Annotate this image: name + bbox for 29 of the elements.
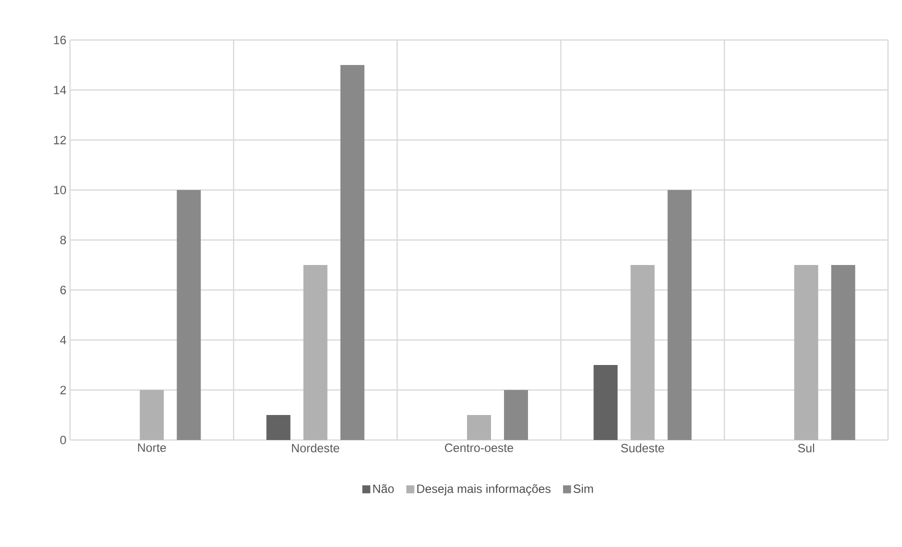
x-tick-label: Nordeste <box>292 444 340 452</box>
x-tick-label: Sul <box>798 444 814 452</box>
y-tick-label: 2 <box>60 386 66 394</box>
bar <box>140 390 164 440</box>
bar <box>668 190 692 440</box>
bar <box>266 415 290 440</box>
legend-label: Sim <box>574 484 593 494</box>
bar <box>594 365 618 440</box>
x-tick-label: Norte <box>138 444 166 452</box>
bar <box>176 190 201 440</box>
y-tick-label: 8 <box>60 236 66 244</box>
bar <box>794 265 818 440</box>
bar <box>340 65 364 440</box>
x-tick-label: Sudeste <box>621 444 664 452</box>
y-tick-label: 0 <box>60 436 66 444</box>
bar <box>630 265 655 440</box>
y-tick-label: 14 <box>54 86 66 94</box>
bar <box>831 265 856 440</box>
y-tick-label: 6 <box>60 286 66 294</box>
y-tick-label: 16 <box>54 36 66 44</box>
bar <box>467 415 491 440</box>
y-tick-label: 12 <box>54 136 66 144</box>
y-tick-label: 10 <box>54 186 66 194</box>
bar <box>504 390 528 440</box>
x-tick-label: Centro-oeste <box>444 444 514 452</box>
legend-label: Deseja mais informações <box>417 484 551 496</box>
legend-label: Não <box>373 484 394 493</box>
bar <box>303 265 328 440</box>
y-tick-label: 4 <box>60 336 66 344</box>
